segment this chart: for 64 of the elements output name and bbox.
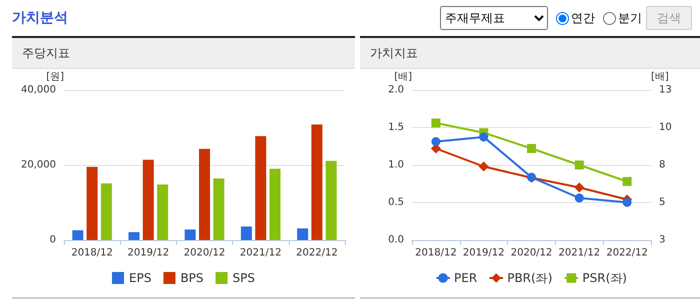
x-tick-label: 2022/12 (606, 248, 648, 258)
legend-label: SPS (232, 271, 256, 285)
y-tick-label: 40,000 (21, 84, 56, 96)
x-tick-label: 2021/12 (240, 248, 282, 258)
legend-label: EPS (129, 271, 152, 285)
point (574, 160, 584, 170)
bar (240, 226, 252, 240)
x-tick-label: 2020/12 (184, 248, 226, 258)
bar (199, 148, 210, 240)
x-tick-label: 2020/12 (510, 248, 552, 258)
bar (297, 228, 308, 240)
y-tick-label: 0.5 (388, 197, 404, 208)
bar (184, 230, 196, 240)
bar (86, 166, 98, 240)
legend-label: PER (454, 271, 478, 285)
text: 연간 (570, 10, 595, 26)
legend-label: PBR(좌) (507, 271, 552, 285)
point (574, 182, 584, 192)
bar (326, 160, 337, 240)
bar (128, 232, 140, 240)
y-tick-label: 0 (50, 234, 56, 246)
bar (142, 160, 154, 240)
point (479, 132, 488, 142)
y-axis-title: [원] (46, 72, 64, 82)
y2-axis-title: [배] (651, 72, 669, 82)
y-tick-label: 1.0 (388, 160, 404, 170)
point (622, 177, 632, 186)
legend-label: PSR(좌) (582, 271, 627, 285)
bar (157, 184, 168, 240)
legend-label: BPS (180, 271, 204, 285)
bar (255, 136, 266, 240)
bar (270, 168, 280, 240)
y-axis-title: [배] (394, 72, 412, 82)
y-tick-label: 20,000 (21, 160, 56, 170)
text: 가치분석 (12, 9, 68, 27)
x-tick-label: 2018/12 (71, 248, 113, 258)
y2-tick-label: 13 (659, 84, 672, 96)
y2-tick-label: 8 (659, 160, 666, 170)
point (622, 198, 632, 207)
x-tick-label: 2022/12 (296, 248, 338, 258)
bar (100, 183, 112, 240)
point (431, 137, 440, 146)
chart-title: 가치지표 (360, 36, 700, 69)
y-tick-label: 0.0 (388, 234, 404, 246)
point (478, 162, 489, 172)
point (431, 118, 440, 128)
bar (213, 178, 224, 240)
point (574, 194, 584, 202)
text: 분기 (617, 10, 642, 26)
point (527, 144, 536, 153)
bar (72, 230, 84, 240)
text: 검색 (646, 6, 692, 30)
x-tick-label: 2019/12 (128, 248, 170, 258)
x-tick-label: 2019/12 (462, 248, 504, 258)
y2-tick-label: 10 (659, 122, 672, 133)
y2-tick-label: 5 (659, 197, 666, 208)
y2-tick-label: 3 (659, 234, 666, 246)
bar (311, 124, 322, 240)
chart-title: 주당지표 (12, 36, 355, 69)
text: 주재무제표 (440, 6, 548, 30)
y-tick-label: 2.0 (388, 84, 404, 96)
x-tick-label: 2021/12 (558, 248, 600, 258)
y-tick-label: 1.5 (388, 122, 404, 133)
x-tick-label: 2018/12 (415, 248, 457, 258)
